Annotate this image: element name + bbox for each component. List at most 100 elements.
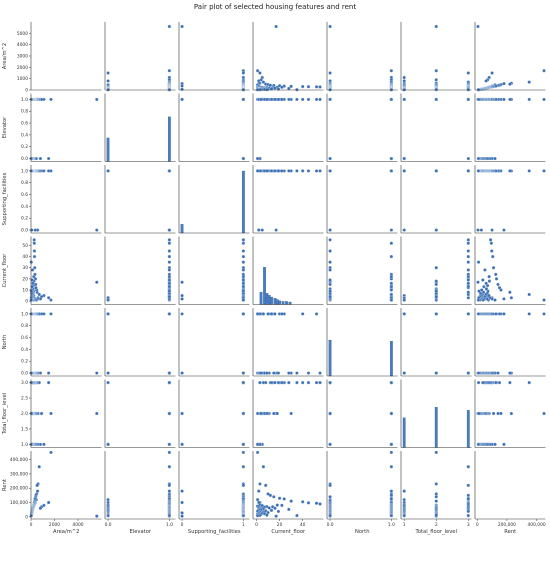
data-point xyxy=(167,513,172,518)
cell-total-floor-level-vs-area-m-2: 1.0 1.5 2.0 2.5 3.0 Total_floor_level xyxy=(2,379,102,448)
data-point xyxy=(306,501,311,505)
cell-supporting-facilities-vs-north xyxy=(326,165,398,234)
data-point xyxy=(502,228,506,232)
x-tick-label: 0 xyxy=(255,522,258,528)
data-point xyxy=(241,371,246,375)
y-axis-label: Elevator xyxy=(2,116,8,138)
cell-total-floor-level-vs-elevator xyxy=(104,379,176,448)
data-point xyxy=(318,371,322,375)
data-point xyxy=(434,87,438,92)
data-point xyxy=(180,97,184,102)
data-point xyxy=(508,97,512,102)
cell-elevator-vs-rent xyxy=(474,93,546,162)
data-point xyxy=(276,380,281,385)
data-point xyxy=(318,85,322,89)
data-point xyxy=(167,278,172,282)
data-point xyxy=(167,450,172,455)
data-point xyxy=(273,506,277,510)
x-tick-label: 1.0 xyxy=(166,522,173,528)
cell-elevator-vs-supporting-facilities xyxy=(178,93,250,162)
data-point xyxy=(497,286,502,290)
data-point xyxy=(95,514,99,518)
data-point xyxy=(389,465,394,469)
data-point xyxy=(389,513,394,518)
data-point xyxy=(477,289,481,293)
data-point xyxy=(275,411,279,416)
data-point xyxy=(287,86,291,91)
data-point xyxy=(493,156,497,161)
data-point xyxy=(402,312,406,316)
data-point xyxy=(35,483,39,488)
data-point xyxy=(484,79,488,83)
data-point xyxy=(273,312,277,316)
y-tick-label: 1000 xyxy=(17,76,28,82)
data-point xyxy=(434,312,438,316)
data-point xyxy=(46,380,51,385)
hist-bar xyxy=(466,410,470,448)
data-point xyxy=(389,284,394,289)
data-point xyxy=(258,71,262,75)
data-point xyxy=(241,442,246,447)
hist-bar xyxy=(285,301,288,305)
cell-area-m-2-vs-elevator xyxy=(104,22,176,92)
y-tick-label: 0.8 xyxy=(21,109,28,115)
y-tick-label: 0.4 xyxy=(21,132,28,138)
data-point xyxy=(255,156,260,161)
data-point xyxy=(466,483,471,488)
data-point xyxy=(46,156,51,161)
data-point xyxy=(476,260,481,264)
data-point xyxy=(46,169,51,173)
data-point xyxy=(269,97,274,102)
hist-bar xyxy=(167,116,171,162)
data-point xyxy=(527,380,531,385)
cell-rent-vs-elevator: 0.0 1.0 Elevator xyxy=(105,450,176,535)
data-point xyxy=(273,380,277,385)
data-point xyxy=(389,169,394,173)
data-point xyxy=(318,380,322,385)
data-point xyxy=(265,371,269,375)
y-tick-label: 0.6 xyxy=(21,335,28,341)
data-point xyxy=(180,293,184,298)
data-point xyxy=(466,509,471,514)
data-point xyxy=(314,380,319,385)
data-point xyxy=(167,260,172,264)
data-point xyxy=(542,312,546,316)
data-point xyxy=(328,495,332,499)
cell-elevator-vs-north xyxy=(326,93,398,162)
data-point xyxy=(241,411,246,416)
cell-current-floor-vs-area-m-2: 0 10 20 30 40 50 Current_floor xyxy=(2,236,102,305)
cell-total-floor-level-vs-supporting-facilities xyxy=(178,379,250,448)
data-point xyxy=(241,238,246,242)
data-point xyxy=(502,312,506,316)
data-point xyxy=(328,380,332,385)
y-tick-label: 30 xyxy=(22,265,28,271)
y-tick-label: 0.2 xyxy=(21,216,28,222)
data-point xyxy=(434,294,438,299)
data-point xyxy=(31,281,35,286)
data-point xyxy=(466,281,471,286)
cell-current-floor-vs-total-floor-level xyxy=(400,236,472,305)
data-point xyxy=(49,312,53,316)
data-point xyxy=(255,442,260,447)
data-point xyxy=(106,298,110,302)
data-point xyxy=(255,513,260,518)
data-point xyxy=(314,97,319,102)
data-point xyxy=(180,411,184,416)
data-point xyxy=(434,371,438,375)
data-point xyxy=(493,442,497,447)
data-point xyxy=(494,380,498,385)
data-point xyxy=(402,97,406,102)
data-point xyxy=(479,228,484,232)
data-point xyxy=(487,274,491,279)
data-point xyxy=(265,87,269,92)
data-point xyxy=(287,97,291,102)
data-point xyxy=(265,169,269,173)
data-point xyxy=(241,284,246,289)
data-point xyxy=(274,514,278,518)
data-point xyxy=(106,312,110,316)
y-tick-label: 0 xyxy=(25,514,28,520)
data-point xyxy=(402,169,406,173)
data-point xyxy=(167,442,172,447)
hist-bar xyxy=(275,299,279,305)
data-point xyxy=(466,465,471,469)
